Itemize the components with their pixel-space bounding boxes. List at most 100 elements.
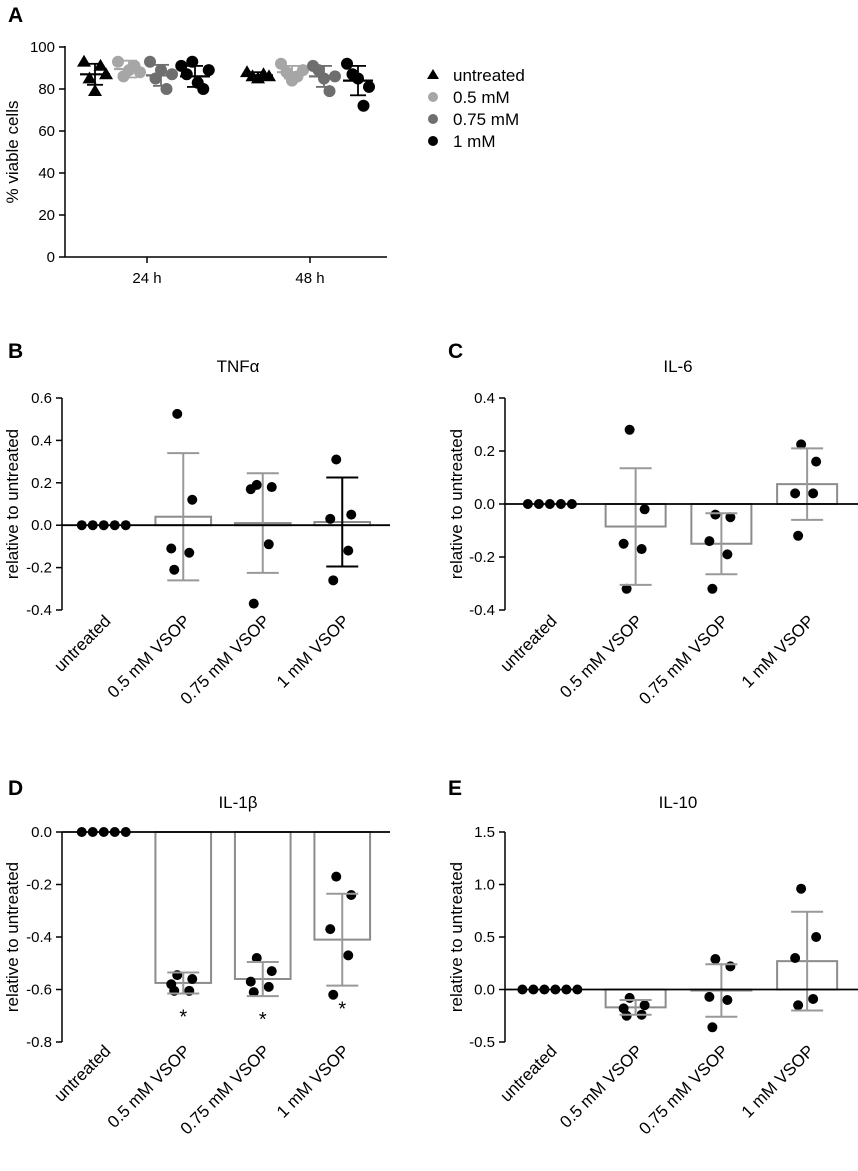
c-data-point bbox=[707, 583, 718, 594]
b-y-tick-label: 0.2 bbox=[31, 475, 52, 492]
c-data-point bbox=[636, 544, 647, 555]
a-data-point bbox=[186, 55, 199, 68]
a-legend-marker bbox=[428, 92, 438, 102]
c-data-point bbox=[808, 488, 819, 499]
e-chart-title: IL-10 bbox=[659, 793, 698, 812]
b-data-point bbox=[263, 539, 274, 550]
a-legend-label: 1 mM bbox=[453, 132, 496, 151]
c-x-category-label: 0.75 mM VSOP bbox=[635, 611, 732, 708]
e-y-tick-label: -0.5 bbox=[469, 1034, 495, 1051]
e-data-point bbox=[621, 1010, 632, 1021]
e-data-point bbox=[707, 1022, 718, 1033]
a-legend-marker bbox=[427, 69, 439, 79]
a-y-axis-label: % viable cells bbox=[3, 101, 22, 204]
b-x-category-label: untreated bbox=[50, 611, 114, 675]
d-data-point bbox=[187, 974, 198, 984]
e-data-point bbox=[624, 992, 635, 1003]
d-data-point bbox=[263, 981, 274, 992]
e-data-point bbox=[639, 1000, 650, 1011]
b-data-point bbox=[184, 547, 195, 558]
e-y-tick-label: 0.5 bbox=[474, 929, 495, 946]
a-data-point bbox=[160, 83, 173, 95]
b-data-point bbox=[266, 482, 277, 493]
b-x-category-label: 0.5 mM VSOP bbox=[104, 611, 194, 701]
d-x-category-label: 1 mM VSOP bbox=[273, 1041, 353, 1121]
a-data-point bbox=[341, 57, 353, 70]
b-data-point bbox=[248, 598, 259, 609]
c-data-point bbox=[725, 512, 736, 523]
d-data-point bbox=[248, 987, 259, 998]
c-data-point bbox=[639, 504, 650, 515]
d-data-point bbox=[343, 950, 354, 961]
e-data-point bbox=[790, 953, 801, 963]
c-y-tick-label: 0.2 bbox=[474, 443, 495, 460]
c-data-point bbox=[793, 530, 804, 541]
a-data-point bbox=[363, 80, 375, 93]
c-y-tick-label: 0.0 bbox=[474, 496, 495, 513]
d-data-point bbox=[266, 966, 277, 977]
panel-label-c: C bbox=[448, 340, 463, 363]
a-legend-marker bbox=[428, 114, 438, 124]
c-data-point bbox=[796, 439, 807, 450]
b-data-point bbox=[172, 408, 183, 419]
d-chart-title: IL-1β bbox=[218, 793, 257, 812]
c-x-category-label: untreated bbox=[496, 611, 560, 675]
b-y-axis-label: relative to untreated bbox=[3, 429, 22, 579]
d-data-point bbox=[331, 871, 342, 882]
c-y-axis-label: relative to untreated bbox=[447, 429, 466, 579]
d-y-tick-label: 0.0 bbox=[31, 824, 52, 841]
d-x-category-label: 0.5 mM VSOP bbox=[104, 1041, 194, 1131]
d-y-tick-label: -0.4 bbox=[26, 929, 52, 946]
e-data-point bbox=[725, 961, 736, 972]
b-y-tick-label: 0.6 bbox=[31, 390, 52, 407]
d-data-point bbox=[325, 924, 336, 935]
a-y-tick-label: 100 bbox=[30, 39, 55, 56]
a-legend-label: 0.5 mM bbox=[453, 88, 510, 107]
c-y-tick-label: -0.2 bbox=[469, 549, 495, 566]
a-data-point bbox=[144, 55, 156, 68]
b-chart-title: TNFα bbox=[217, 357, 260, 376]
e-data-point bbox=[704, 991, 715, 1002]
a-data-point bbox=[77, 54, 91, 67]
b-data-point bbox=[331, 454, 342, 465]
c-data-point bbox=[624, 424, 635, 435]
a-data-point bbox=[180, 68, 193, 81]
d-data-point bbox=[245, 976, 256, 987]
c-y-tick-label: 0.4 bbox=[474, 390, 495, 407]
b-x-category-label: 1 mM VSOP bbox=[273, 611, 353, 691]
a-y-tick-label: 60 bbox=[38, 123, 55, 140]
a-legend-label: untreated bbox=[453, 66, 525, 85]
d-y-tick-label: -0.2 bbox=[26, 877, 52, 894]
d-y-tick-label: -0.8 bbox=[26, 1034, 52, 1051]
d-significance-marker: * bbox=[259, 1009, 267, 1031]
d-significance-marker: * bbox=[338, 999, 346, 1021]
b-y-tick-label: 0.4 bbox=[31, 432, 52, 449]
d-bar bbox=[233, 831, 292, 980]
c-data-point bbox=[710, 509, 721, 520]
a-y-tick-label: 0 bbox=[47, 249, 55, 266]
d-data-point bbox=[328, 989, 339, 1000]
a-y-tick-label: 80 bbox=[38, 81, 55, 98]
d-y-axis-label: relative to untreated bbox=[3, 862, 22, 1012]
e-y-axis-label: relative to untreated bbox=[447, 862, 466, 1012]
c-data-point bbox=[704, 536, 715, 547]
e-x-category-label: 0.5 mM VSOP bbox=[556, 1041, 646, 1131]
c-data-point bbox=[722, 549, 733, 560]
a-x-tick-label: 24 h bbox=[132, 270, 161, 287]
a-data-point bbox=[323, 85, 336, 98]
b-data-point bbox=[325, 513, 336, 524]
a-data-point bbox=[88, 84, 102, 96]
b-y-tick-label: -0.2 bbox=[26, 560, 52, 577]
a-legend-label: 0.75 mM bbox=[453, 110, 519, 129]
e-data-point bbox=[722, 995, 733, 1005]
a-data-point bbox=[93, 58, 108, 71]
a-data-point bbox=[82, 71, 97, 84]
a-data-point bbox=[202, 64, 215, 77]
d-significance-marker: * bbox=[179, 1006, 187, 1028]
d-bar bbox=[154, 831, 213, 984]
d-data-point bbox=[346, 890, 357, 900]
a-data-point bbox=[112, 55, 124, 68]
e-y-tick-label: 1.0 bbox=[474, 877, 495, 894]
e-data-point bbox=[710, 954, 721, 965]
